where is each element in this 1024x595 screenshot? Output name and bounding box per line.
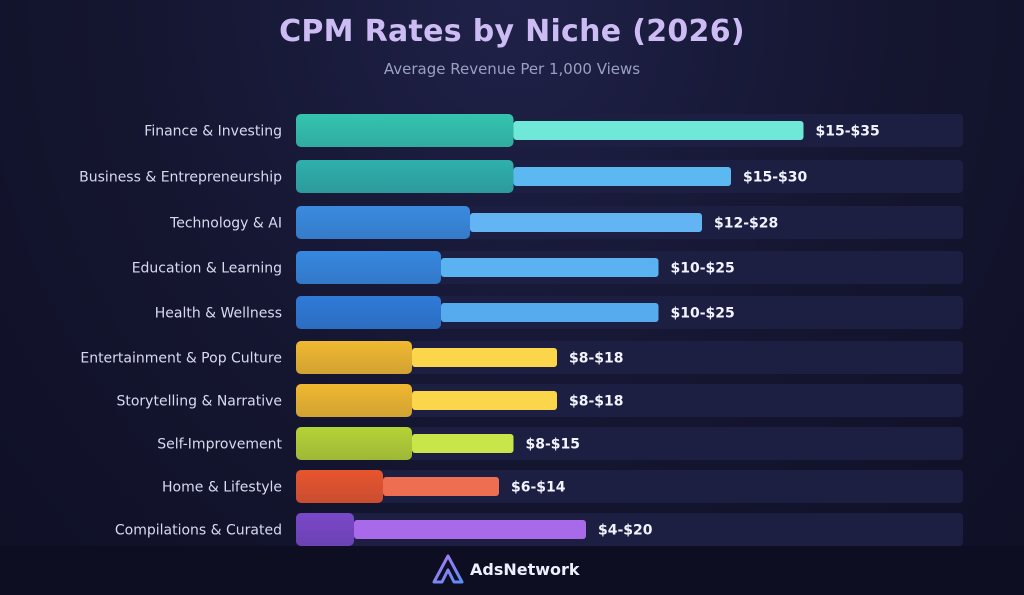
bar-range-segment: [513, 167, 731, 186]
value-label: $8-$18: [569, 351, 624, 367]
bar-base-segment: [296, 296, 441, 329]
category-label: Compilations & Curated: [115, 523, 282, 539]
chart-subtitle: Average Revenue Per 1,000 Views: [383, 60, 641, 78]
value-label: $8-$18: [569, 394, 624, 410]
category-label: Storytelling & Narrative: [116, 394, 282, 410]
bar-range-segment: [441, 258, 659, 277]
bar-range-segment: [513, 121, 804, 140]
value-label: $12-$28: [714, 216, 778, 232]
bar-range-segment: [412, 434, 514, 453]
value-label: $15-$30: [743, 170, 808, 186]
category-label: Finance & Investing: [144, 124, 282, 140]
brand: AdsNetwork: [432, 553, 580, 585]
bar-base-segment: [296, 513, 354, 546]
bar-base-segment: [296, 206, 470, 239]
bar-range-segment: [441, 303, 659, 322]
bar-base-segment: [296, 114, 514, 147]
category-label: Health & Wellness: [155, 306, 282, 322]
category-label: Business & Entrepreneurship: [79, 170, 282, 186]
value-label: $10-$25: [671, 306, 735, 322]
bar-range-segment: [412, 391, 557, 410]
category-label: Technology & AI: [169, 216, 282, 232]
adsnetwork-logo-icon: [432, 554, 464, 584]
value-label: $4-$20: [598, 523, 653, 539]
chart-title: CPM Rates by Niche (2026): [279, 14, 745, 49]
value-label: $15-$35: [816, 124, 880, 140]
bar-range-segment: [470, 213, 702, 232]
bar-base-segment: [296, 384, 412, 417]
footer-band: [0, 546, 1024, 595]
bar-range-segment: [383, 477, 499, 496]
bar-base-segment: [296, 427, 412, 460]
category-label: Home & Lifestyle: [162, 480, 282, 496]
bar-base-segment: [296, 470, 383, 503]
bar-base-segment: [296, 160, 514, 193]
category-label: Self-Improvement: [157, 437, 282, 453]
value-label: $6-$14: [511, 480, 566, 496]
bar-range-segment: [354, 520, 586, 539]
bar-base-segment: [296, 251, 441, 284]
bar-range-segment: [412, 348, 557, 367]
value-label: $8-$15: [526, 437, 581, 453]
category-label: Entertainment & Pop Culture: [80, 351, 282, 367]
brand-name: AdsNetwork: [470, 559, 580, 579]
category-label: Education & Learning: [132, 261, 282, 277]
value-label: $10-$25: [671, 261, 735, 277]
bar-base-segment: [296, 341, 412, 374]
